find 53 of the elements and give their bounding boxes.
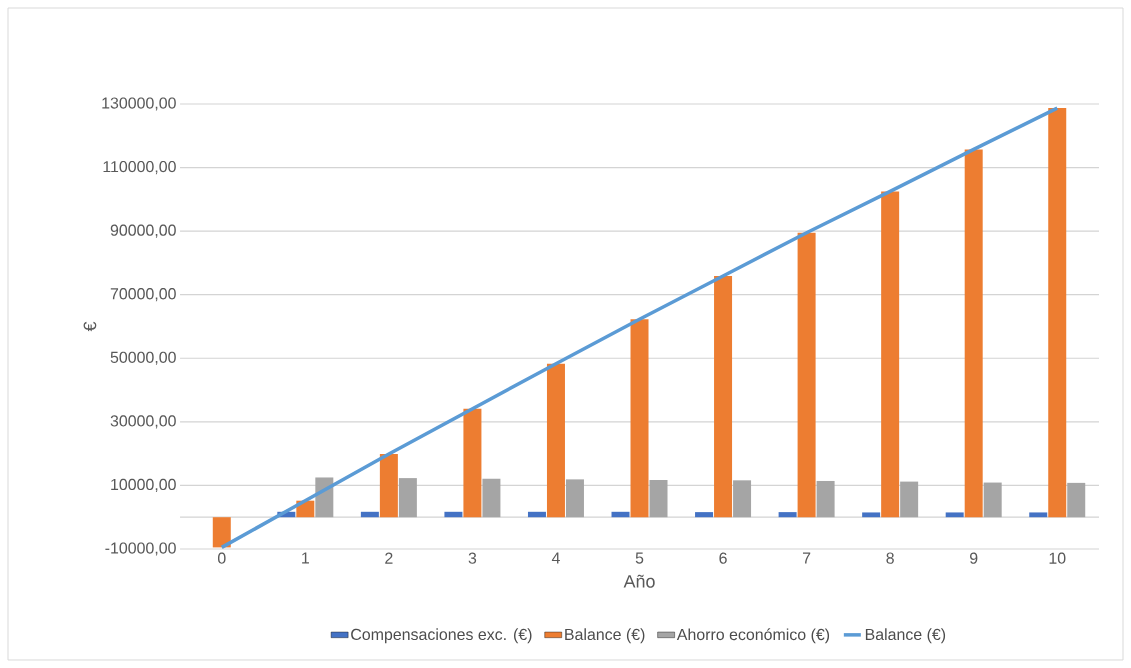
- bar: [1067, 482, 1086, 518]
- bar: [444, 511, 463, 518]
- bar: [649, 480, 668, 518]
- bar: [482, 478, 501, 518]
- x-axis-title: Año: [623, 574, 655, 588]
- bar: [630, 319, 649, 518]
- x-tick-label: 10: [1049, 552, 1066, 564]
- y-tick-label: 90000,00: [110, 224, 176, 238]
- y-tick-label: 110000,00: [103, 160, 176, 175]
- y-axis-title: €: [83, 321, 97, 332]
- bar: [733, 480, 752, 518]
- y-tick-label: -10000,00: [105, 542, 176, 556]
- x-tick-label: 9: [970, 552, 978, 564]
- legend-label: Balance (€): [565, 628, 645, 644]
- y-tick-label: 130000,00: [102, 97, 176, 111]
- bar: [881, 191, 900, 518]
- bar: [695, 512, 714, 518]
- bar: [945, 512, 964, 518]
- bar: [360, 511, 379, 518]
- x-tick-label: 2: [385, 552, 393, 564]
- y-tick-label: 50000,00: [110, 351, 176, 365]
- bar: [1048, 108, 1067, 518]
- bar: [964, 149, 983, 518]
- bar: [983, 482, 1002, 518]
- bar: [816, 480, 835, 518]
- legend-label: Compensaciones exc. (€): [351, 628, 532, 644]
- bar: [546, 363, 565, 518]
- x-tick-label: 7: [802, 552, 811, 564]
- bar: [900, 481, 919, 518]
- bar: [1029, 512, 1048, 518]
- x-tick-label: 4: [551, 552, 560, 564]
- bar: [862, 512, 881, 518]
- bar: [714, 275, 733, 518]
- bar: [778, 512, 797, 518]
- x-tick-label: 3: [468, 552, 477, 564]
- y-tick-label: 70000,00: [110, 288, 176, 302]
- x-tick-label: 5: [635, 552, 644, 564]
- legend-label: Ahorro económico (€): [676, 628, 830, 644]
- bar: [398, 478, 417, 518]
- bar: [463, 408, 482, 518]
- bar: [212, 517, 231, 548]
- bar: [565, 479, 584, 518]
- x-tick-label: 1: [302, 552, 309, 564]
- x-tick-label: 0: [217, 552, 226, 564]
- bar: [611, 511, 630, 518]
- x-tick-label: 8: [886, 552, 894, 564]
- legend-label: Balance (€): [865, 628, 946, 644]
- y-tick-label: 30000,00: [110, 415, 176, 429]
- x-tick-label: 6: [719, 552, 727, 564]
- bar: [797, 232, 816, 518]
- bar: [379, 453, 398, 518]
- bar: [527, 511, 546, 518]
- y-tick-label: 10000,00: [111, 478, 176, 492]
